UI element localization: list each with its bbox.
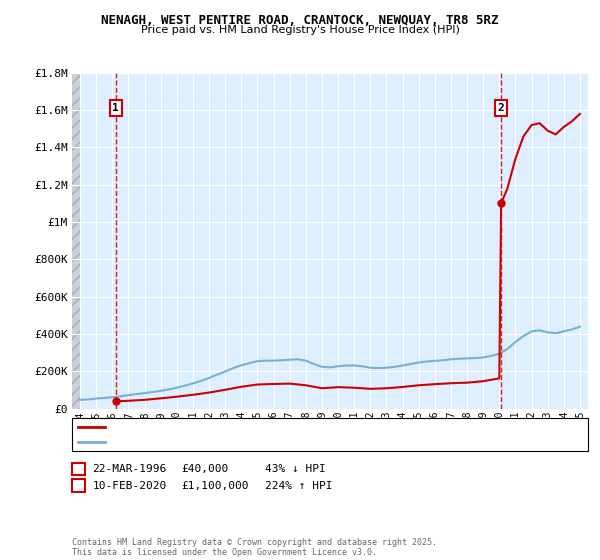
Text: Price paid vs. HM Land Registry's House Price Index (HPI): Price paid vs. HM Land Registry's House … [140,25,460,35]
Text: £40,000: £40,000 [181,464,229,474]
Text: 22-MAR-1996: 22-MAR-1996 [92,464,167,474]
Text: NENAGH, WEST PENTIRE ROAD, CRANTOCK, NEWQUAY, TR8 5RZ (detached house): NENAGH, WEST PENTIRE ROAD, CRANTOCK, NEW… [111,422,522,432]
Text: 224% ↑ HPI: 224% ↑ HPI [265,480,332,491]
Text: NENAGH, WEST PENTIRE ROAD, CRANTOCK, NEWQUAY, TR8 5RZ: NENAGH, WEST PENTIRE ROAD, CRANTOCK, NEW… [101,14,499,27]
Text: 1: 1 [75,464,82,474]
Text: £1,100,000: £1,100,000 [181,480,249,491]
Text: 43% ↓ HPI: 43% ↓ HPI [265,464,326,474]
Text: HPI: Average price, detached house, Cornwall: HPI: Average price, detached house, Corn… [111,437,370,447]
Bar [72,73,80,409]
Text: 2: 2 [498,103,505,113]
Text: 10-FEB-2020: 10-FEB-2020 [92,480,167,491]
Text: Contains HM Land Registry data © Crown copyright and database right 2025.
This d: Contains HM Land Registry data © Crown c… [72,538,437,557]
Text: 1: 1 [112,103,119,113]
Text: 2: 2 [75,480,82,491]
